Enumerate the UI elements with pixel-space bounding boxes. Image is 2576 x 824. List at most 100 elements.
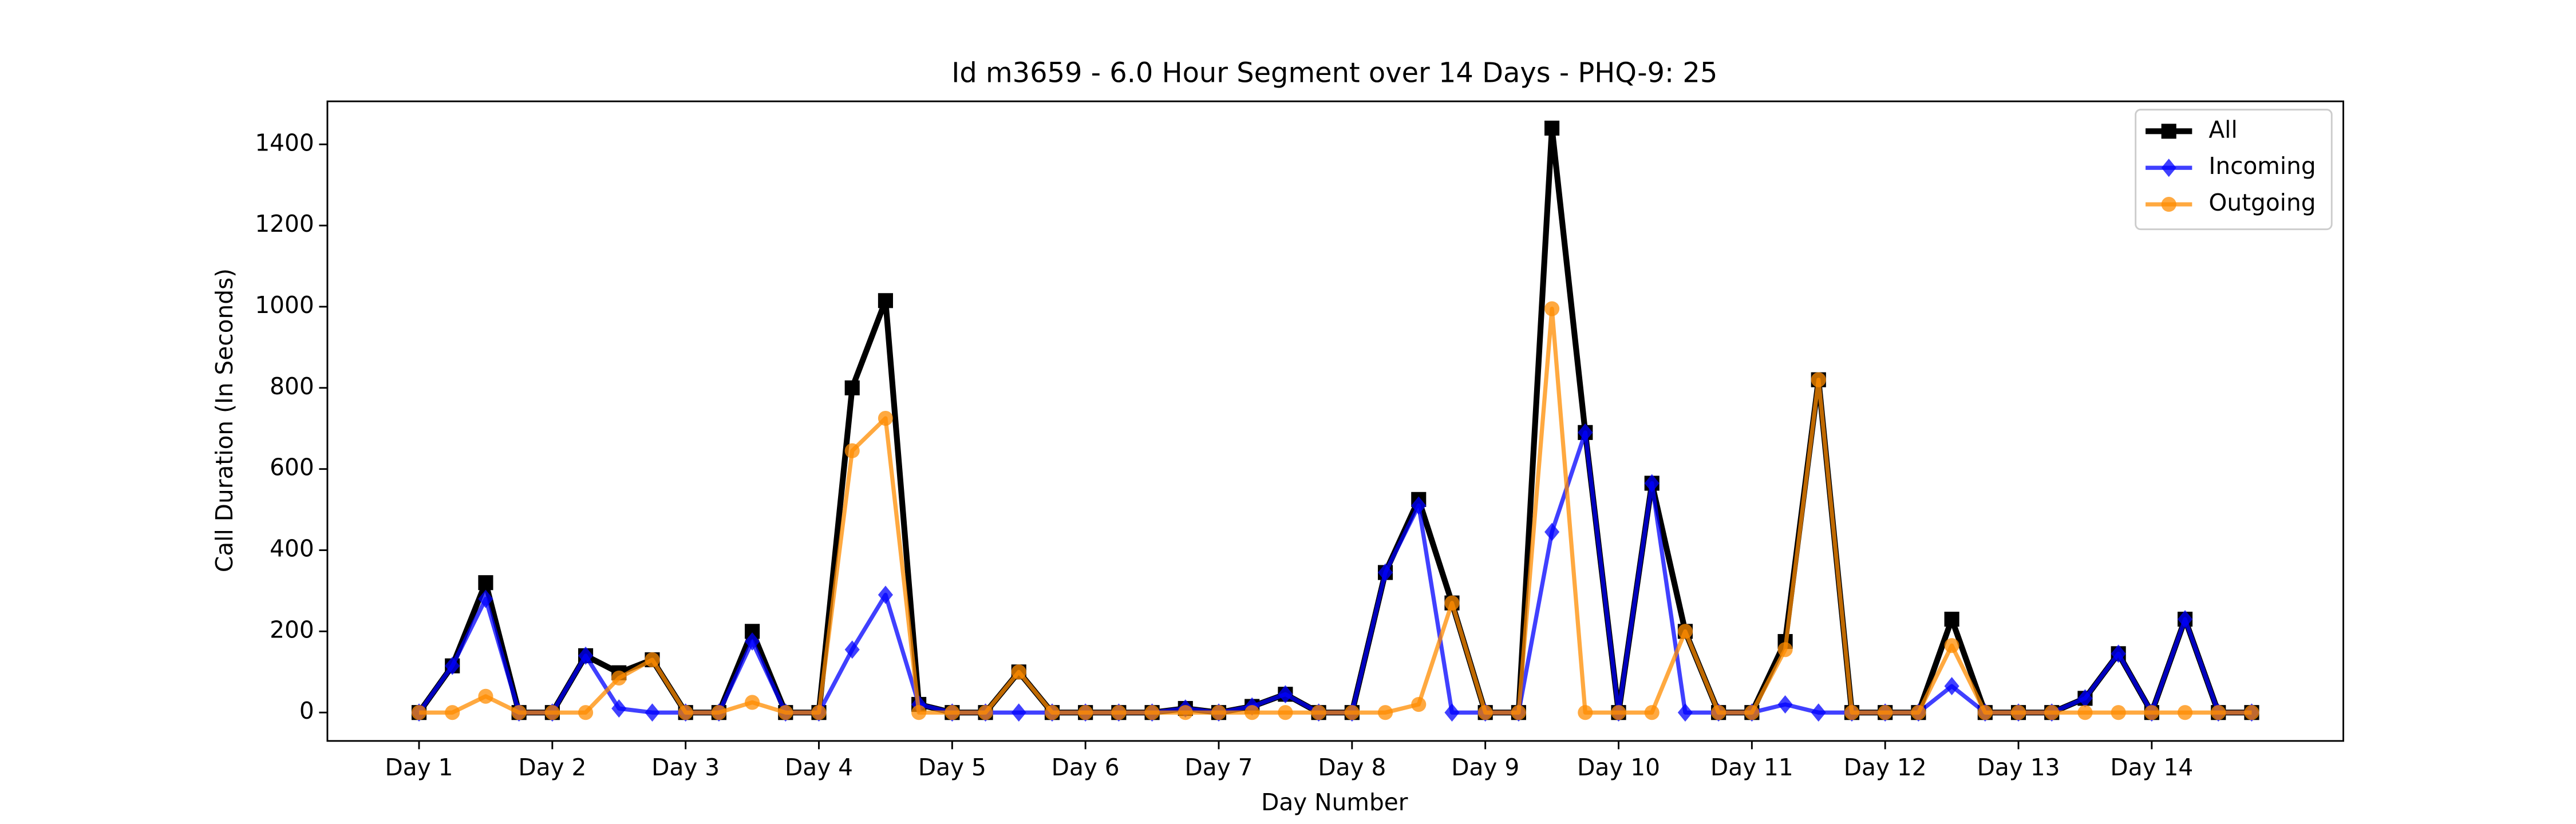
marker xyxy=(1111,705,1127,720)
marker xyxy=(1777,695,1793,714)
marker xyxy=(1444,703,1460,722)
marker xyxy=(1944,612,1959,627)
x-tick-label: Day 5 xyxy=(918,754,986,781)
marker xyxy=(445,705,460,720)
marker xyxy=(1878,705,1893,720)
marker xyxy=(678,705,693,720)
marker xyxy=(1811,372,1826,387)
marker xyxy=(878,585,893,604)
marker xyxy=(2244,705,2259,720)
marker xyxy=(844,640,860,659)
marker xyxy=(1144,705,1160,720)
y-tick-label: 200 xyxy=(270,616,314,643)
x-tick-label: Day 7 xyxy=(1185,754,1253,781)
marker xyxy=(1711,705,1726,720)
x-tick-label: Day 3 xyxy=(651,754,720,781)
marker xyxy=(778,705,793,720)
legend: All Incoming Outgoing xyxy=(2135,109,2333,231)
marker xyxy=(1377,705,1393,720)
marker xyxy=(844,380,860,395)
x-tick-label: Day 12 xyxy=(1844,754,1927,781)
marker xyxy=(811,705,827,720)
marker xyxy=(1244,705,1260,720)
marker xyxy=(1044,705,1060,720)
y-tick-label: 0 xyxy=(299,697,314,724)
y-axis-label: Call Duration (In Seconds) xyxy=(211,268,238,572)
marker xyxy=(478,575,493,591)
marker xyxy=(511,705,527,720)
y-tick-label: 1200 xyxy=(255,210,314,237)
x-tick-label: Day 2 xyxy=(518,754,586,781)
marker xyxy=(1311,705,1326,720)
marker xyxy=(544,705,560,720)
marker xyxy=(445,656,460,675)
marker xyxy=(1944,638,1959,653)
marker xyxy=(1644,705,1660,720)
x-tick-label: Day 14 xyxy=(2110,754,2193,781)
marker xyxy=(1944,677,1959,696)
legend-box xyxy=(2135,109,2333,231)
marker xyxy=(1544,301,1560,316)
x-tick-label: Day 6 xyxy=(1052,754,1120,781)
x-axis-label: Day Number xyxy=(1261,789,1408,816)
marker xyxy=(1578,423,1593,442)
marker xyxy=(878,410,893,426)
marker xyxy=(1444,595,1460,611)
marker xyxy=(844,443,860,458)
marker xyxy=(1011,703,1026,722)
marker xyxy=(978,705,993,720)
plot-frame xyxy=(326,100,2344,742)
marker xyxy=(2111,705,2126,720)
marker xyxy=(745,695,760,710)
marker xyxy=(2010,705,2026,720)
marker xyxy=(645,652,660,668)
marker xyxy=(1911,705,1926,720)
marker xyxy=(1811,703,1826,722)
marker xyxy=(2211,705,2226,720)
marker xyxy=(1344,705,1360,720)
marker xyxy=(1411,696,1427,712)
y-tick-label: 800 xyxy=(270,373,314,400)
marker xyxy=(1644,474,1660,493)
marker xyxy=(1278,685,1293,704)
marker xyxy=(878,293,893,308)
marker xyxy=(1844,705,1860,720)
marker xyxy=(911,705,927,720)
marker xyxy=(745,632,760,651)
x-tick-label: Day 10 xyxy=(1577,754,1660,781)
marker xyxy=(1578,705,1593,720)
marker xyxy=(611,670,627,686)
marker xyxy=(2077,689,2093,708)
marker xyxy=(1178,705,1193,720)
x-tick-label: Day 13 xyxy=(1977,754,2060,781)
marker xyxy=(2044,705,2060,720)
x-tick-label: Day 1 xyxy=(385,754,453,781)
marker xyxy=(1611,705,1626,720)
marker xyxy=(2177,705,2193,720)
marker xyxy=(1977,705,1993,720)
marker xyxy=(945,705,960,720)
marker xyxy=(1278,705,1293,720)
x-tick-label: Day 4 xyxy=(785,754,853,781)
marker xyxy=(1377,563,1393,582)
marker xyxy=(1777,642,1793,657)
marker xyxy=(1078,705,1093,720)
y-tick-label: 600 xyxy=(270,454,314,481)
x-tick-label: Day 8 xyxy=(1318,754,1386,781)
marker xyxy=(1744,705,1760,720)
marker xyxy=(2144,705,2159,720)
marker xyxy=(578,705,594,720)
legend-label: All xyxy=(2208,116,2237,143)
x-tick-label: Day 11 xyxy=(1710,754,1793,781)
marker xyxy=(1211,705,1227,720)
y-tick-label: 1000 xyxy=(255,291,314,319)
marker xyxy=(711,705,726,720)
marker xyxy=(2111,644,2126,663)
marker xyxy=(2161,124,2176,139)
y-tick-label: 1400 xyxy=(255,129,314,156)
marker xyxy=(1511,705,1526,720)
marker xyxy=(2161,197,2176,212)
marker xyxy=(1677,624,1693,639)
marker xyxy=(1477,705,1493,720)
